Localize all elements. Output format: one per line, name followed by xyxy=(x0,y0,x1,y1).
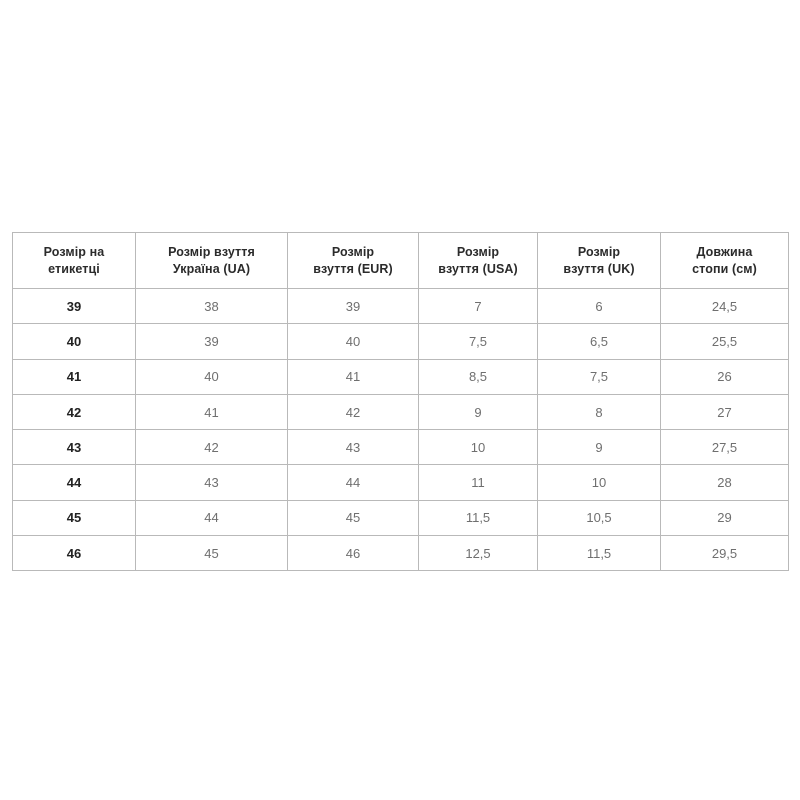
column-header-label-size: Розмір на етикетці xyxy=(12,232,136,289)
cell-label-size: 42 xyxy=(12,393,136,431)
cell-ua: 44 xyxy=(135,499,288,537)
table-row: 45 44 45 11,5 10,5 29 xyxy=(12,499,789,537)
cell-foot-length: 24,5 xyxy=(660,287,789,325)
column-header-usa: Розмір взуття (USA) xyxy=(418,232,538,289)
cell-label-size: 40 xyxy=(12,323,136,360)
cell-uk: 6,5 xyxy=(537,323,661,360)
cell-label-size: 43 xyxy=(12,429,136,466)
cell-uk: 7,5 xyxy=(537,358,661,395)
cell-eur: 43 xyxy=(287,429,419,466)
table-header: Розмір на етикетці Розмір взуття Україна… xyxy=(12,232,789,289)
cell-foot-length: 27,5 xyxy=(660,429,789,466)
table-body: 39 38 39 7 6 24,5 40 39 40 7,5 6,5 25,5 … xyxy=(12,287,789,572)
cell-ua: 39 xyxy=(135,323,288,360)
cell-label-size: 39 xyxy=(12,287,136,325)
cell-usa: 10 xyxy=(418,429,538,466)
cell-usa: 12,5 xyxy=(418,535,538,572)
table-row: 41 40 41 8,5 7,5 26 xyxy=(12,358,789,395)
column-header-usa-line1: Розмір xyxy=(456,244,500,259)
column-header-eur: Розмір взуття (EUR) xyxy=(287,232,419,289)
cell-eur: 44 xyxy=(287,464,419,501)
table-row: 42 41 42 9 8 27 xyxy=(12,393,789,431)
cell-uk: 9 xyxy=(537,429,661,466)
column-header-ua: Розмір взуття Україна (UA) xyxy=(135,232,288,289)
cell-label-size: 41 xyxy=(12,358,136,395)
shoe-size-chart-table: Розмір на етикетці Розмір взуття Україна… xyxy=(12,232,789,572)
cell-uk: 8 xyxy=(537,393,661,431)
cell-usa: 9 xyxy=(418,393,538,431)
cell-usa: 7 xyxy=(418,287,538,325)
cell-foot-length: 26 xyxy=(660,358,789,395)
cell-foot-length: 27 xyxy=(660,393,789,431)
cell-foot-length: 29 xyxy=(660,499,789,537)
column-header-foot-length-line2: стопи (см) xyxy=(692,261,757,276)
cell-ua: 41 xyxy=(135,393,288,431)
cell-foot-length: 29,5 xyxy=(660,535,789,572)
cell-ua: 42 xyxy=(135,429,288,466)
column-header-label-size-line2: етикетці xyxy=(48,261,100,276)
cell-uk: 6 xyxy=(537,287,661,325)
cell-eur: 40 xyxy=(287,323,419,360)
cell-eur: 41 xyxy=(287,358,419,395)
cell-uk: 10 xyxy=(537,464,661,501)
column-header-foot-length: Довжина стопи (см) xyxy=(660,232,789,289)
column-header-uk-line1: Розмір xyxy=(577,244,621,259)
cell-label-size: 44 xyxy=(12,464,136,501)
table-row: 39 38 39 7 6 24,5 xyxy=(12,287,789,325)
cell-uk: 10,5 xyxy=(537,499,661,537)
column-header-eur-line1: Розмір xyxy=(331,244,375,259)
column-header-uk: Розмір взуття (UK) xyxy=(537,232,661,289)
cell-usa: 11 xyxy=(418,464,538,501)
column-header-eur-line2: взуття (EUR) xyxy=(313,261,393,276)
column-header-ua-line2: Україна (UA) xyxy=(172,261,251,276)
column-header-ua-line1: Розмір взуття xyxy=(168,244,255,259)
cell-foot-length: 28 xyxy=(660,464,789,501)
cell-ua: 38 xyxy=(135,287,288,325)
cell-eur: 46 xyxy=(287,535,419,572)
cell-eur: 42 xyxy=(287,393,419,431)
cell-ua: 40 xyxy=(135,358,288,395)
cell-usa: 7,5 xyxy=(418,323,538,360)
cell-eur: 45 xyxy=(287,499,419,537)
table-row: 46 45 46 12,5 11,5 29,5 xyxy=(12,535,789,572)
cell-ua: 45 xyxy=(135,535,288,572)
cell-ua: 43 xyxy=(135,464,288,501)
cell-label-size: 46 xyxy=(12,535,136,572)
cell-usa: 8,5 xyxy=(418,358,538,395)
column-header-usa-line2: взуття (USA) xyxy=(438,261,518,276)
table-row: 44 43 44 11 10 28 xyxy=(12,464,789,501)
cell-label-size: 45 xyxy=(12,499,136,537)
cell-eur: 39 xyxy=(287,287,419,325)
column-header-uk-line2: взуття (UK) xyxy=(563,261,635,276)
cell-foot-length: 25,5 xyxy=(660,323,789,360)
cell-usa: 11,5 xyxy=(418,499,538,537)
column-header-label-size-line1: Розмір на xyxy=(43,244,105,259)
table-row: 43 42 43 10 9 27,5 xyxy=(12,429,789,466)
column-header-foot-length-line1: Довжина xyxy=(696,244,753,259)
cell-uk: 11,5 xyxy=(537,535,661,572)
table-row: 40 39 40 7,5 6,5 25,5 xyxy=(12,323,789,360)
size-chart-container: Розмір на етикетці Розмір взуття Україна… xyxy=(12,232,789,572)
header-row: Розмір на етикетці Розмір взуття Україна… xyxy=(12,232,789,289)
